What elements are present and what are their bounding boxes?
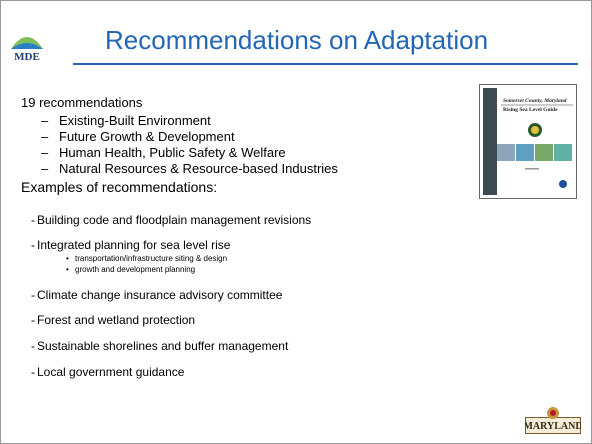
example-item: - Sustainable shorelines and buffer manag… — [31, 339, 288, 353]
list-marker: • — [66, 254, 69, 263]
list-text: Existing-Built Environment — [59, 113, 211, 128]
example-item: - Climate change insurance advisory commi… — [31, 288, 282, 302]
list-text: Sustainable shorelines and buffer manage… — [37, 339, 289, 353]
cover-county: Somerset County, Maryland — [503, 98, 567, 104]
list-text: Human Health, Public Safety & Welfare — [59, 145, 286, 160]
intro: 19 recommendations — [21, 95, 143, 110]
list-text: transportation/infrastructure siting & d… — [75, 254, 228, 263]
list-marker: - — [31, 313, 35, 327]
list-marker: – — [41, 129, 49, 144]
mde-logo: MDE — [11, 37, 43, 63]
examples-heading: Examples of recommendations: — [21, 179, 218, 195]
list-marker: • — [66, 265, 69, 274]
title-rule — [73, 63, 578, 65]
cover-title: Rising Sea Level Guide — [503, 107, 558, 113]
area-item: – Future Growth & Development — [41, 129, 235, 144]
list-text: Integrated planning for sea level rise — [37, 238, 231, 252]
example-item: - Building code and floodplain management… — [31, 213, 311, 227]
area-item: – Human Health, Public Safety & Welfare — [41, 145, 286, 160]
maryland-logo: MARYLAND — [525, 407, 581, 434]
logo-text: MDE — [14, 51, 40, 63]
list-text: growth and development planning — [75, 265, 196, 274]
example-subitem: • growth and development planning — [66, 265, 195, 274]
maryland-text: MARYLAND — [525, 421, 581, 432]
list-marker: - — [31, 238, 35, 252]
list-text: Forest and wetland protection — [37, 313, 196, 327]
list-marker: – — [41, 161, 49, 176]
list-text: Future Growth & Development — [59, 129, 235, 144]
example-item: - Forest and wetland protection — [31, 313, 195, 327]
list-text: Local government guidance — [37, 365, 185, 379]
example-subitem: • transportation/infrastructure siting & … — [66, 254, 227, 263]
list-text: Natural Resources & Resource-based Indus… — [59, 161, 338, 176]
cover-image: Somerset County, Maryland Rising Sea Lev… — [479, 84, 577, 199]
example-item: - Integrated planning for sea level rise — [31, 238, 230, 252]
list-marker: - — [31, 365, 35, 379]
area-item: – Natural Resources & Resource-based Indu… — [41, 161, 338, 176]
list-marker: - — [31, 339, 35, 353]
list-marker: - — [31, 288, 35, 302]
slide-title: Recommendations on Adaptation — [105, 25, 489, 55]
area-item: – Existing-Built Environment — [41, 113, 211, 128]
list-text: Climate change insurance advisory commit… — [37, 288, 283, 302]
list-marker: – — [41, 145, 49, 160]
list-text: Building code and floodplain management … — [37, 213, 312, 227]
list-marker: – — [41, 113, 49, 128]
list-marker: - — [31, 213, 35, 227]
example-item: - Local government guidance — [31, 365, 184, 379]
